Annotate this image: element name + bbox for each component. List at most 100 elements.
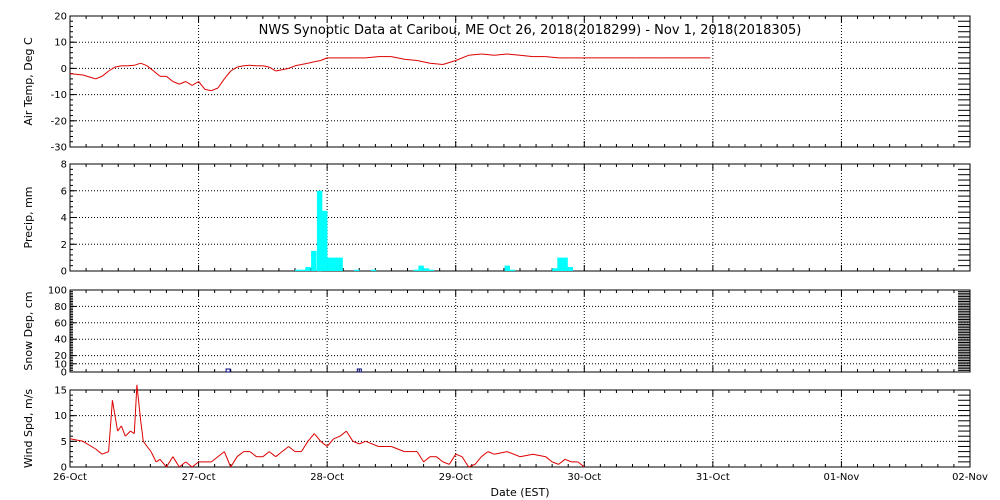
panel-frame (69, 389, 971, 468)
series-segment (230, 456, 238, 468)
series-segment (95, 75, 103, 80)
x-tick-labels: 26-Oct 27-Oct 28-Oct 29-Oct 30-Oct 31-Oct 01-N… (53, 472, 988, 483)
series-segment (307, 61, 315, 64)
series-segment (391, 56, 405, 60)
x-tick-label: 30-Oct (567, 472, 601, 483)
y-axis-label: Wind Spd, m/s (22, 389, 35, 469)
series-segment (494, 53, 508, 56)
series-segment (223, 70, 232, 80)
series-segment (545, 56, 559, 59)
series-segment (249, 451, 257, 458)
y-tick-label: 20 (54, 12, 67, 23)
series-segment (191, 81, 199, 86)
series-segment (481, 53, 495, 56)
series-segment (365, 56, 379, 59)
y-tick-label: 100 (48, 286, 67, 297)
y-tick-label: 5 (61, 437, 67, 448)
series-segment (551, 461, 559, 465)
series-segment (69, 73, 83, 76)
precip-bar (567, 267, 573, 271)
y-tick-label: 40 (54, 335, 67, 346)
series-segment (416, 451, 425, 463)
series-segment (365, 440, 379, 447)
series-segment (564, 458, 572, 463)
series-segment (275, 451, 283, 458)
series-segment (288, 446, 296, 452)
series-segment (191, 461, 199, 468)
precip-bar (509, 269, 516, 271)
snow-depth-point (356, 368, 362, 373)
data-marks (295, 190, 573, 272)
precip-bar (327, 257, 333, 271)
series-segment (416, 60, 431, 64)
chart-title: NWS Synoptic Data at Caribou, ME Oct 26,… (259, 23, 802, 38)
series-segment (165, 456, 174, 468)
series-segment (211, 451, 225, 463)
precip-bar (418, 265, 424, 271)
precip-bar (562, 257, 568, 271)
series-segment (166, 75, 174, 82)
series-segment (140, 420, 144, 442)
y-tick-label: 4 (61, 213, 67, 224)
series-segment (313, 433, 322, 442)
y-tick-label: 10 (54, 411, 67, 422)
series-segment (127, 64, 135, 67)
x-tick-label: 28-Oct (310, 472, 344, 483)
panel-air-temp: -30 -20 -10 0 10 20 Air Temp, Deg C (22, 12, 971, 154)
precip-bar (552, 268, 558, 271)
y-axis-label: Precip, mm (22, 187, 35, 249)
y-tick-label: 8 (61, 160, 67, 171)
series-segment (532, 453, 546, 458)
series-segment (230, 66, 238, 72)
series-segment (404, 58, 418, 61)
series-segment (281, 446, 289, 452)
series-segment (282, 67, 289, 71)
ticks: 0 5 10 15 (54, 386, 970, 474)
series-segment (136, 384, 142, 421)
y-tick-label: 10 (54, 359, 67, 370)
series-segment (429, 62, 443, 65)
series-segment (146, 446, 152, 452)
series-segment (326, 438, 334, 447)
gridlines (70, 290, 970, 372)
series-segment (101, 70, 109, 77)
precip-bar (370, 269, 377, 271)
y-axis-label: Snow Dep, cm (22, 291, 35, 370)
y-tick-label: 20 (54, 351, 67, 362)
precip-bar (557, 257, 563, 271)
series-segment (506, 451, 521, 458)
x-tick-label: 26-Oct (53, 472, 87, 483)
precip-bar (413, 269, 419, 271)
series-segment (155, 458, 161, 463)
series-segment (185, 81, 193, 86)
x-tick-label: 01-Nov (823, 472, 859, 483)
series-segment (519, 54, 533, 58)
gridlines (70, 16, 970, 147)
y-tick-label: 60 (54, 318, 67, 329)
precip-bar (504, 265, 510, 271)
series-segment (339, 430, 347, 437)
x-axis-label: Date (EST) (490, 486, 549, 499)
precip-bar (337, 257, 343, 271)
series-segment (243, 64, 251, 67)
precip-bar (354, 269, 360, 271)
precip-bar (311, 250, 317, 271)
gridlines (70, 390, 970, 467)
series-segment (101, 451, 109, 455)
series-segment (117, 425, 122, 432)
y-tick-label: 2 (61, 240, 67, 251)
series-segment (133, 384, 138, 434)
y-tick-label: 15 (54, 386, 67, 397)
panel-wind-speed: 0 5 10 15 Wind Spd, m/s (22, 384, 971, 474)
series-segment (82, 74, 96, 80)
series-segment (140, 62, 148, 67)
series-segment (146, 65, 154, 72)
series-segment (320, 57, 328, 61)
x-tick-label: 27-Oct (182, 472, 216, 483)
series-segment (223, 451, 232, 468)
y-tick-label: 0 (61, 463, 67, 474)
series-segment (468, 53, 482, 56)
series-segment (82, 440, 96, 450)
